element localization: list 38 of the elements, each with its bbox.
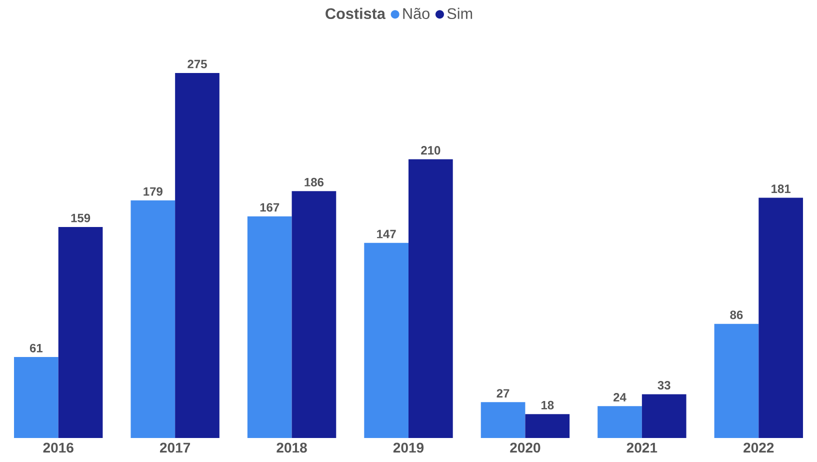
data-label: 147 xyxy=(377,230,396,238)
data-label: 33 xyxy=(658,380,670,390)
bar xyxy=(598,406,642,438)
bar xyxy=(58,226,103,438)
x-tick-label: 2020 xyxy=(510,442,540,453)
x-tick-label: 2018 xyxy=(276,442,307,453)
data-label: 275 xyxy=(188,60,207,68)
bar xyxy=(292,191,336,438)
data-label: 61 xyxy=(30,344,43,352)
data-label: 86 xyxy=(730,310,743,320)
bar xyxy=(130,200,176,438)
x-tick-label: 2021 xyxy=(626,442,658,453)
bar xyxy=(175,73,220,438)
bar xyxy=(247,216,292,438)
data-label: 167 xyxy=(260,203,280,212)
x-tick-label: 2017 xyxy=(160,442,190,453)
legend-label: Não xyxy=(403,8,430,19)
legend-label: Sim xyxy=(447,8,472,20)
data-label: 186 xyxy=(304,178,324,186)
data-label: 27 xyxy=(496,389,510,398)
data-label: 179 xyxy=(144,187,162,196)
x-tick-label: 2019 xyxy=(393,442,424,453)
bar xyxy=(642,394,686,438)
legend-title: Costista xyxy=(326,8,386,20)
bar xyxy=(364,242,408,438)
bar xyxy=(525,414,570,438)
bar xyxy=(714,324,759,438)
bar xyxy=(14,357,58,438)
bar xyxy=(758,198,803,438)
data-label: 24 xyxy=(614,393,626,402)
x-tick-label: 2022 xyxy=(744,442,774,453)
data-label: 181 xyxy=(772,184,790,194)
data-label: 210 xyxy=(421,146,440,155)
bar xyxy=(480,402,526,438)
bar xyxy=(408,159,453,438)
x-tick-label: 2016 xyxy=(43,442,74,453)
data-label: 159 xyxy=(71,214,90,222)
data-label: 18 xyxy=(541,400,554,410)
